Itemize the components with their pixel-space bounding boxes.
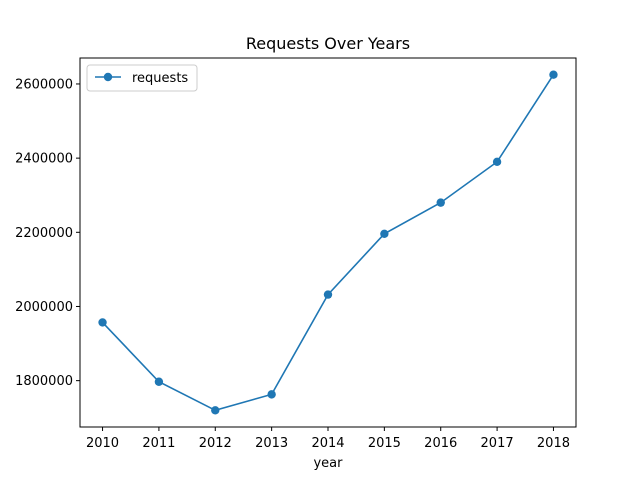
data-point — [323, 290, 333, 299]
y-tick-label: 2200000 — [15, 226, 73, 241]
y-tick-label: 1800000 — [15, 374, 73, 389]
x-tick-label: 2015 — [368, 436, 401, 451]
data-point — [436, 198, 445, 207]
data-point — [98, 318, 107, 327]
x-tick-label: 2018 — [537, 436, 570, 451]
legend-label: requests — [132, 71, 188, 86]
y-axis: 1800000 2000000 2200000 2400000 2600000 — [15, 77, 80, 389]
x-tick-label: 2016 — [424, 436, 457, 451]
data-point — [492, 157, 502, 167]
data-point — [267, 390, 276, 399]
y-tick-label: 2600000 — [15, 77, 73, 92]
x-tick-label: 2012 — [199, 436, 232, 451]
data-point — [380, 229, 389, 238]
y-tick-label: 2000000 — [15, 300, 73, 315]
x-axis: 2010 2011 2012 2013 2014 2015 2016 2017 2018 — [86, 427, 570, 451]
y-tick-label: 2400000 — [15, 152, 73, 167]
data-point — [211, 406, 220, 415]
legend: requests — [86, 64, 198, 92]
chart-title: Requests Over Years — [246, 34, 410, 53]
x-tick-label: 2014 — [311, 436, 344, 451]
legend-marker-sample — [103, 72, 113, 82]
x-tick-label: 2013 — [255, 436, 288, 451]
x-tick-label: 2017 — [481, 436, 514, 451]
x-tick-label: 2011 — [142, 436, 175, 451]
x-axis-label: year — [313, 456, 343, 471]
legend-box — [86, 64, 198, 92]
data-point — [154, 377, 164, 386]
series-layer — [98, 70, 558, 415]
x-tick-label: 2010 — [86, 436, 119, 451]
data-point — [549, 70, 558, 79]
